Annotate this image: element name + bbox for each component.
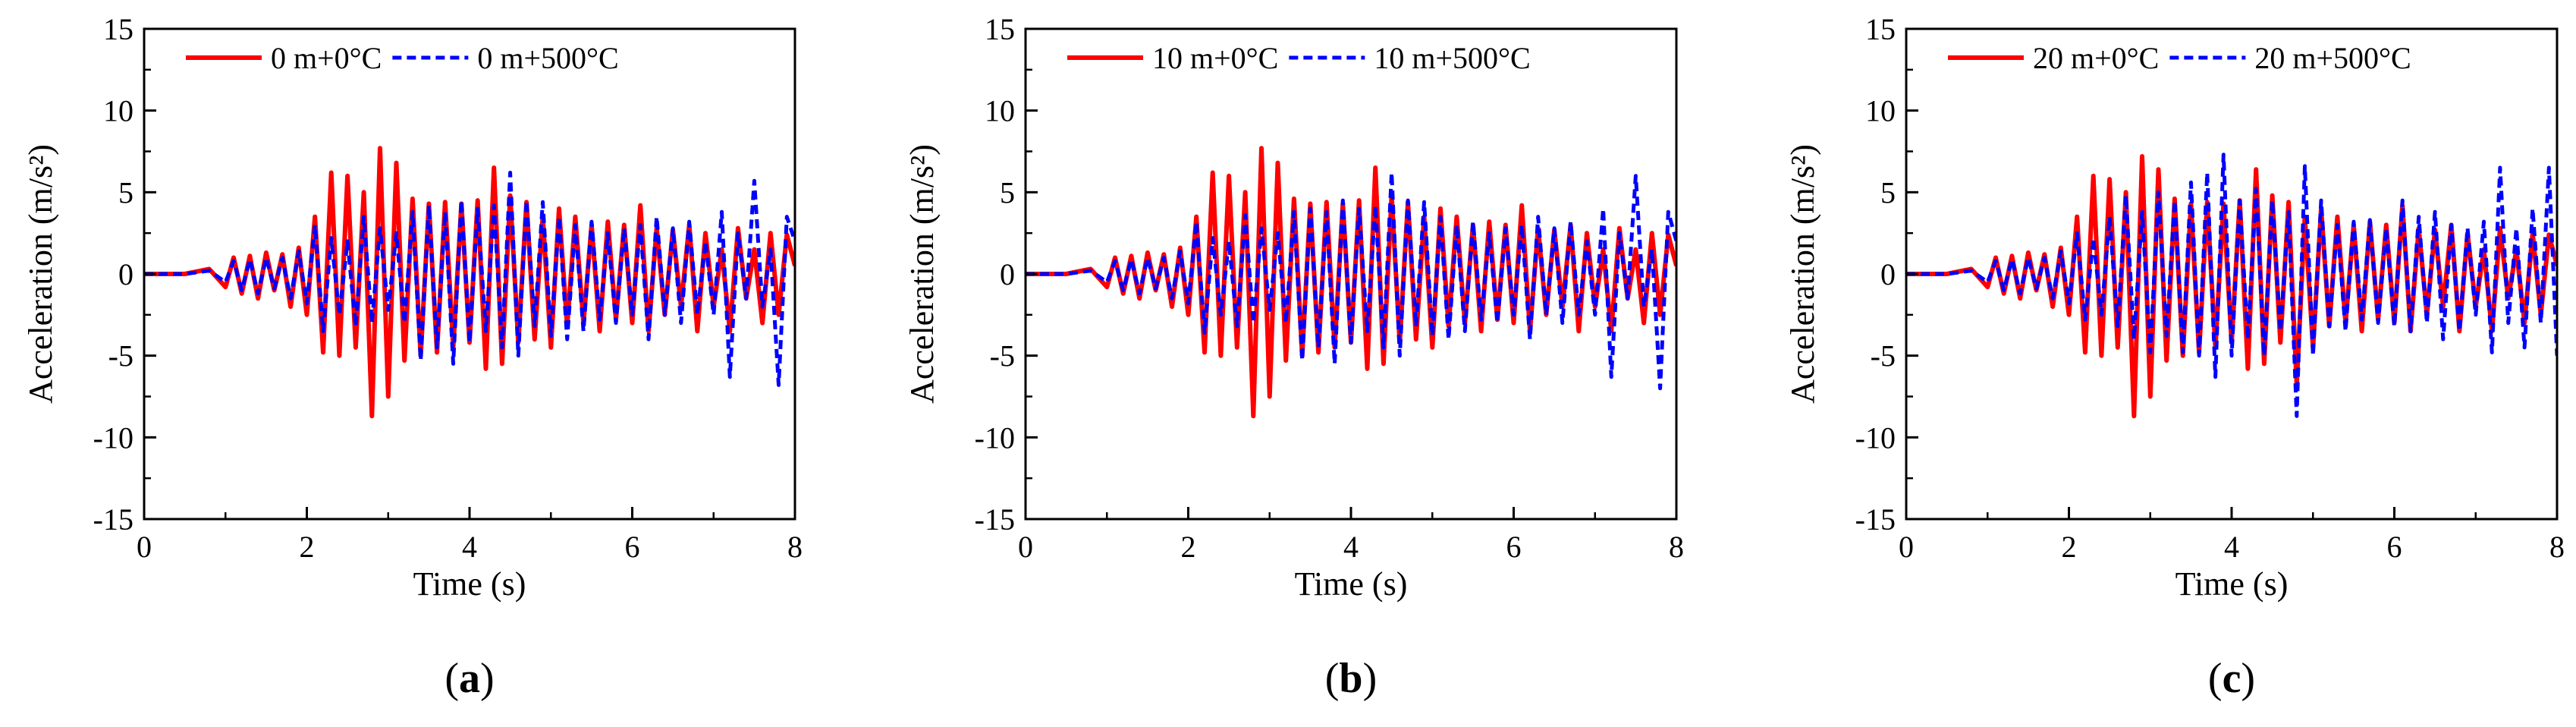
y-tick-label: 0: [1880, 257, 1896, 291]
y-tick-label: 10: [1865, 94, 1896, 128]
panel-c: 0 2 4 6 8 -15 -10 -5 0 5 10 15 Time (s) Acceleration …: [1784, 12, 2565, 702]
panel-label: (b): [1325, 655, 1377, 702]
y-tick-label: 0: [118, 257, 134, 291]
plot-frame: [143, 27, 796, 521]
y-tick-label: -5: [990, 339, 1015, 373]
panel-label: (a): [445, 655, 494, 702]
y-tick-label: -15: [975, 502, 1015, 537]
legend-label-0: 10 m+0°C: [1152, 41, 1278, 75]
legend-label-1: 20 m+500°C: [2254, 41, 2411, 75]
y-tick-label: -15: [93, 502, 134, 537]
y-tick-label: 0: [1000, 257, 1015, 291]
panel-b: 0 2 4 6 8 -15 -10 -5 0 5 10 15 Time (s) Acceleration …: [903, 12, 1684, 702]
y-tick-label: -10: [1855, 420, 1896, 455]
x-tick-label: 6: [1506, 530, 1522, 564]
plot-frame: [1905, 27, 2559, 521]
y-tick-label: 5: [1000, 175, 1015, 209]
series-line-1: [144, 171, 795, 387]
panel-a: 0 2 4 6 8 -15 -10 -5 0 5 10 15 Time (s) Acceleration …: [22, 12, 803, 702]
legend-label-1: 10 m+500°C: [1374, 41, 1530, 75]
x-axis-label: Time (s): [413, 565, 526, 603]
y-axis-label: Acceleration (m/s²): [903, 144, 941, 404]
legend-label-0: 0 m+0°C: [271, 41, 382, 75]
y-tick-label: 15: [985, 12, 1015, 46]
plot-frame: [1024, 27, 1678, 521]
y-tick-label: 15: [103, 12, 134, 46]
y-tick-label: 5: [1880, 175, 1896, 209]
x-tick-label: 2: [300, 530, 315, 564]
x-tick-label: 2: [1181, 530, 1196, 564]
y-tick-label: -5: [108, 339, 134, 373]
y-axis-label: Acceleration (m/s²): [22, 144, 59, 404]
series-line-1: [1906, 153, 2557, 418]
x-tick-label: 0: [1899, 530, 1914, 564]
x-tick-label: 6: [625, 530, 640, 564]
y-tick-label: -5: [1871, 339, 1896, 373]
x-tick-label: 8: [1669, 530, 1684, 564]
y-tick-label: -15: [1855, 502, 1896, 537]
y-tick-label: -10: [93, 420, 134, 455]
y-tick-label: 10: [985, 94, 1015, 128]
y-tick-label: 5: [118, 175, 134, 209]
legend-label-1: 0 m+500°C: [477, 41, 618, 75]
y-tick-label: 15: [1865, 12, 1896, 46]
y-tick-label: -10: [975, 420, 1015, 455]
panel-label: (c): [2208, 655, 2255, 702]
x-tick-label: 4: [462, 530, 477, 564]
series-line-0: [144, 146, 795, 419]
x-tick-label: 4: [1343, 530, 1359, 564]
series-line-0: [1026, 146, 1676, 419]
x-tick-label: 2: [2062, 530, 2077, 564]
x-tick-label: 4: [2224, 530, 2239, 564]
x-tick-label: 8: [787, 530, 803, 564]
x-tick-label: 0: [1018, 530, 1033, 564]
x-axis-label: Time (s): [2175, 565, 2289, 603]
x-tick-label: 0: [137, 530, 152, 564]
x-axis-label: Time (s): [1295, 565, 1408, 603]
y-axis-label: Acceleration (m/s²): [1784, 144, 1821, 404]
y-tick-label: 10: [103, 94, 134, 128]
x-tick-label: 8: [2549, 530, 2565, 564]
legend-label-0: 20 m+0°C: [2033, 41, 2159, 75]
series-line-1: [1026, 171, 1676, 391]
x-tick-label: 6: [2387, 530, 2402, 564]
